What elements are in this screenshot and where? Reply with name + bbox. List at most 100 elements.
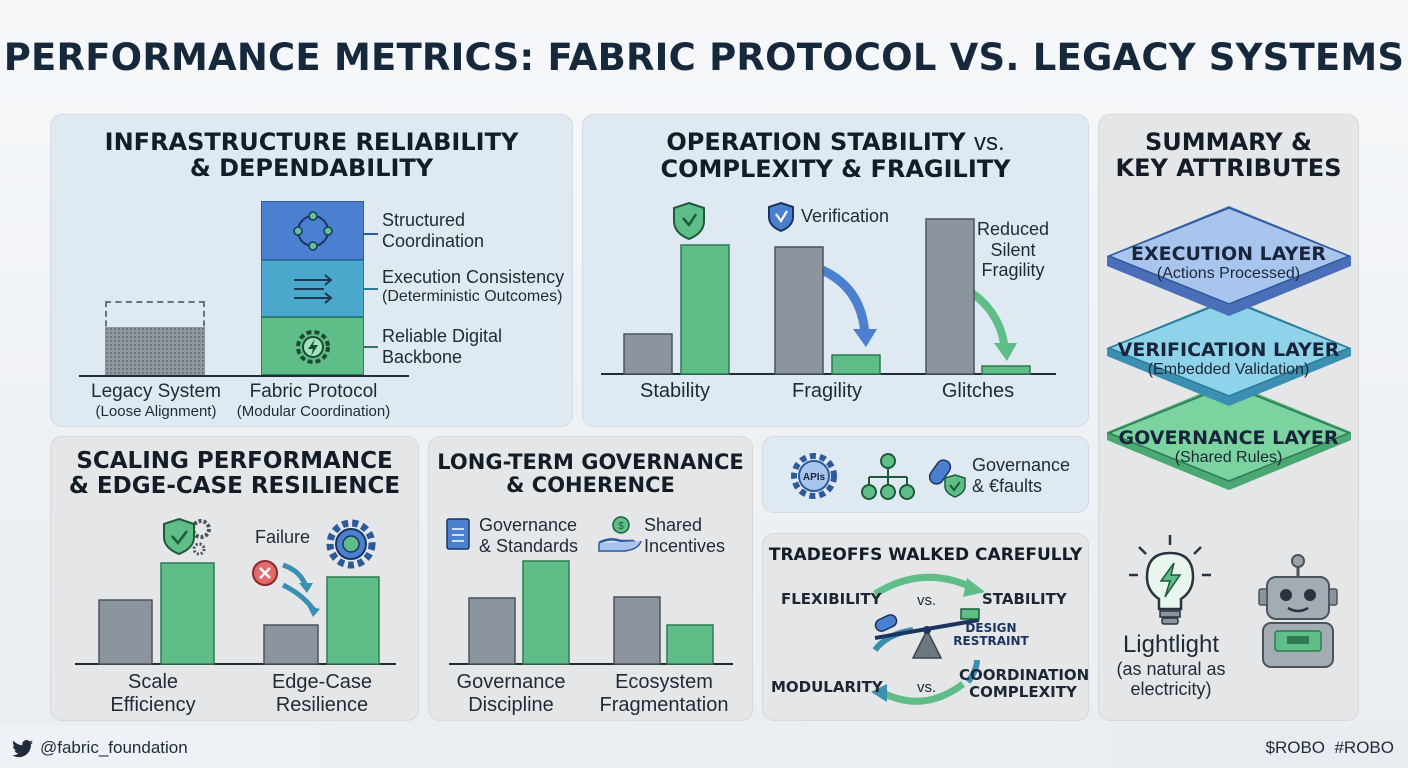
legacy-label: Legacy System (Loose Alignment): [91, 381, 221, 420]
governance-chart: $: [446, 516, 733, 665]
edge-legacy-bar: [263, 624, 319, 665]
governance-panel: LONG-TERM GOVERNANCE & COHERENCE $ Gover…: [428, 436, 753, 721]
cycle-arrowhead-bottom: [871, 684, 887, 702]
failure-arrowhead: [299, 583, 313, 593]
discipline-fabric-bar: [522, 560, 570, 665]
category-scale-efficiency: Scale Efficiency: [110, 671, 196, 716]
footer-handle[interactable]: @fabric_foundation: [40, 738, 188, 757]
vs-top-label: vs.: [917, 592, 937, 609]
category-stability: Stability: [639, 380, 711, 402]
category-glitches: Glitches: [941, 380, 1015, 402]
tradeoffs-panel: TRADEOFFS WALKED CAREFULLY FLEXIBILITY v…: [762, 533, 1089, 721]
governance-layer-shape: [1106, 382, 1352, 490]
standards-label: Governance & Standards: [479, 515, 579, 556]
glitches-legacy-bar: [925, 218, 975, 375]
edge-fabric-bar: [326, 576, 380, 665]
fabric-block-backbone: [261, 317, 364, 375]
block-label-coordination: Structured Coordination: [382, 210, 485, 251]
infrastructure-panel: INFRASTRUCTURE RELIABILITY & DEPENDABILI…: [50, 114, 573, 427]
footer-bar: [0, 726, 1408, 768]
pill-shield-icon: [929, 459, 966, 498]
robot-icon: [1258, 554, 1338, 668]
operation-title: OPERATION STABILITY vs. COMPLEXITY & FRA…: [660, 128, 1011, 184]
incentives-label: Shared Incentives: [644, 515, 726, 556]
glitches-arrowhead: [994, 343, 1017, 361]
flexibility-label: FLEXIBILITY: [781, 590, 882, 608]
svg-text:$: $: [618, 521, 624, 532]
recovery-arrowhead: [307, 605, 320, 617]
verification-shield-icon: [768, 201, 794, 233]
coordination-complexity-label: COORDINATION COMPLEXITY: [959, 666, 1090, 702]
verification-layer-label: VERIFICATION LAYER (Embedded Validation): [1117, 339, 1340, 378]
governance-layer-label: GOVERNANCE LAYER (Shared Rules): [1118, 427, 1339, 466]
summary-title: SUMMARY & KEY ATTRIBUTES: [1115, 128, 1342, 183]
summary-panel: SUMMARY & KEY ATTRIBUTES EXECUTION LAYER…: [1098, 114, 1359, 721]
fabric-block-coordination: [261, 201, 364, 260]
fragility-fabric-bar: [831, 354, 881, 375]
shield-gear-icon: [163, 517, 211, 556]
document-icon: [446, 518, 470, 550]
gear-icon: [326, 519, 376, 569]
footer-tags: $ROBO #ROBO: [1265, 738, 1394, 757]
connector-line: [364, 346, 378, 348]
fragility-legacy-bar: [774, 246, 824, 375]
category-ecosystem-fragmentation: Ecosystem Fragmentation: [599, 671, 729, 716]
network-nodes-icon: [293, 211, 333, 251]
scaling-chart: [75, 517, 396, 665]
block-label-backbone: Reliable Digital Backbone: [382, 326, 503, 367]
modularity-label: MODULARITY: [771, 678, 883, 696]
cycle-arrow-bottom: [879, 681, 966, 705]
scaling-title: SCALING PERFORMANCE & EDGE-CASE RESILIEN…: [68, 448, 401, 500]
icons-panel: APIs Governance & €faults: [762, 436, 1089, 513]
cycle-arrowhead-top: [963, 578, 985, 597]
lightlight-label: Lightlight (as natural as electricity): [1116, 631, 1226, 700]
reduced-fragility-label: Reduced Silent Fragility: [976, 219, 1050, 281]
operation-chart: [601, 201, 1056, 375]
stability-legacy-bar: [623, 333, 673, 375]
apis-icon: APIs: [791, 453, 837, 499]
coin-hand-icon: $: [598, 516, 642, 552]
arrows-flow-icon: [294, 274, 333, 304]
operation-panel: OPERATION STABILITY vs. COMPLEXITY & FRA…: [582, 114, 1089, 427]
design-restraint-label: DESIGN RESTRAINT: [953, 621, 1029, 648]
layer-stack-diagram: [1106, 206, 1352, 490]
category-edge-case-resilience: Edge-Case Resilience: [271, 671, 373, 716]
infra-baseline: [79, 375, 409, 377]
failure-label: Failure: [255, 527, 311, 547]
governance-title: LONG-TERM GOVERNANCE & COHERENCE: [437, 450, 744, 498]
execution-layer-label: EXECUTION LAYER (Actions Processed): [1130, 243, 1327, 282]
scale-fabric-bar: [160, 562, 215, 665]
glitches-fabric-bar: [981, 365, 1031, 375]
stability-label: STABILITY: [982, 590, 1067, 608]
svg-text:APIs: APIs: [803, 472, 826, 483]
fragility-arrow: [813, 262, 870, 338]
fragmentation-fabric-bar: [666, 624, 714, 665]
balance-scale-icon: [874, 608, 980, 659]
vs-bottom-label: vs.: [917, 679, 937, 696]
verification-layer-shape: [1106, 298, 1352, 406]
legacy-bar: [105, 327, 205, 375]
governance-faults-label: Governance & €faults: [972, 455, 1071, 496]
page-title: PERFORMANCE METRICS: FABRIC PROTOCOL VS.…: [3, 36, 1405, 79]
block-label-execution: Execution Consistency (Deterministic Out…: [382, 267, 565, 305]
fabric-block-execution: [261, 260, 364, 317]
category-governance-discipline: Governance Discipline: [456, 671, 566, 716]
tradeoffs-diagram: [871, 573, 985, 705]
fragmentation-legacy-bar: [613, 596, 661, 665]
tradeoffs-title: TRADEOFFS WALKED CAREFULLY: [768, 545, 1083, 565]
shield-check-icon: [673, 201, 705, 241]
gear-bolt-icon: [296, 330, 330, 364]
twitter-bird-icon[interactable]: [12, 740, 34, 758]
failure-x-icon: [252, 560, 278, 586]
infrastructure-title: INFRASTRUCTURE RELIABILITY & DEPENDABILI…: [104, 128, 519, 183]
execution-layer-shape: [1106, 206, 1352, 316]
category-fragility: Fragility: [791, 380, 862, 402]
connector-line: [364, 288, 378, 290]
cycle-arrow-top: [873, 573, 975, 597]
lightbulb-icon: [1129, 535, 1211, 625]
fragility-arrowhead: [853, 329, 877, 347]
scale-legacy-bar: [98, 599, 153, 665]
discipline-legacy-bar: [468, 597, 516, 665]
stability-fabric-bar: [680, 244, 730, 375]
connector-line: [364, 233, 378, 235]
